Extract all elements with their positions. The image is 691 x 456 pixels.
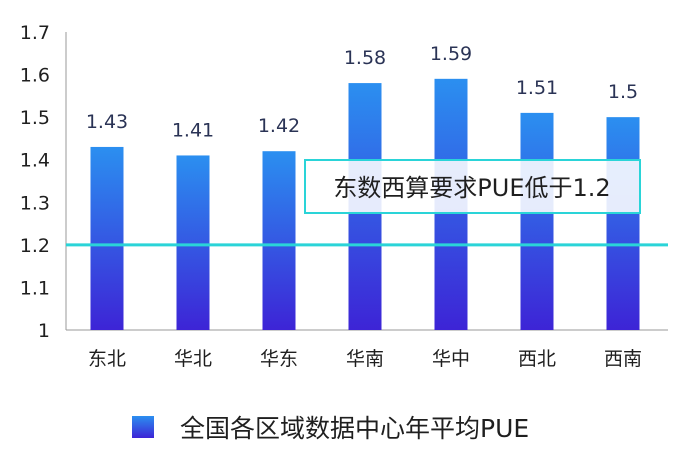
x-axis: 东北 华北 华东 华南 华中 西北 西南 — [88, 348, 642, 370]
y-tick-label: 1.4 — [20, 150, 50, 172]
legend-label: 全国各区域数据中心年平均PUE — [180, 414, 529, 443]
data-label: 1.59 — [430, 43, 472, 65]
y-tick-label: 1.2 — [20, 235, 50, 257]
y-axis: 1 1.1 1.2 1.3 1.4 1.5 1.6 1.7 — [20, 22, 50, 342]
bar — [520, 112, 554, 330]
annotation-box: 东数西算要求PUE低于1.2 — [304, 159, 641, 214]
y-tick-label: 1.3 — [20, 192, 50, 214]
x-tick-label: 西南 — [604, 348, 642, 370]
data-label: 1.5 — [608, 81, 638, 103]
x-tick-label: 华南 — [346, 348, 384, 370]
y-tick-label: 1.6 — [20, 65, 50, 87]
x-tick-label: 华东 — [260, 348, 298, 370]
y-tick-label: 1 — [38, 320, 50, 342]
bar — [176, 155, 210, 330]
y-tick-label: 1.7 — [20, 22, 50, 44]
data-label: 1.51 — [516, 77, 558, 99]
x-tick-label: 东北 — [88, 348, 126, 370]
legend-swatch — [132, 416, 154, 438]
bar — [262, 151, 296, 330]
y-tick-label: 1.1 — [20, 277, 50, 299]
x-tick-label: 华北 — [174, 348, 212, 370]
bar — [90, 146, 124, 330]
annotation-text: 东数西算要求PUE低于1.2 — [333, 174, 610, 202]
data-label: 1.41 — [172, 119, 214, 141]
data-label: 1.58 — [344, 47, 386, 69]
data-labels: 1.43 1.41 1.42 1.58 1.59 1.51 1.5 — [86, 43, 638, 142]
data-label: 1.43 — [86, 111, 128, 133]
x-tick-label: 华中 — [432, 348, 470, 370]
bar — [606, 117, 640, 331]
y-tick-label: 1.5 — [20, 107, 50, 129]
legend: 全国各区域数据中心年平均PUE — [132, 414, 529, 443]
x-tick-label: 西北 — [518, 348, 556, 370]
data-label: 1.42 — [258, 115, 300, 137]
